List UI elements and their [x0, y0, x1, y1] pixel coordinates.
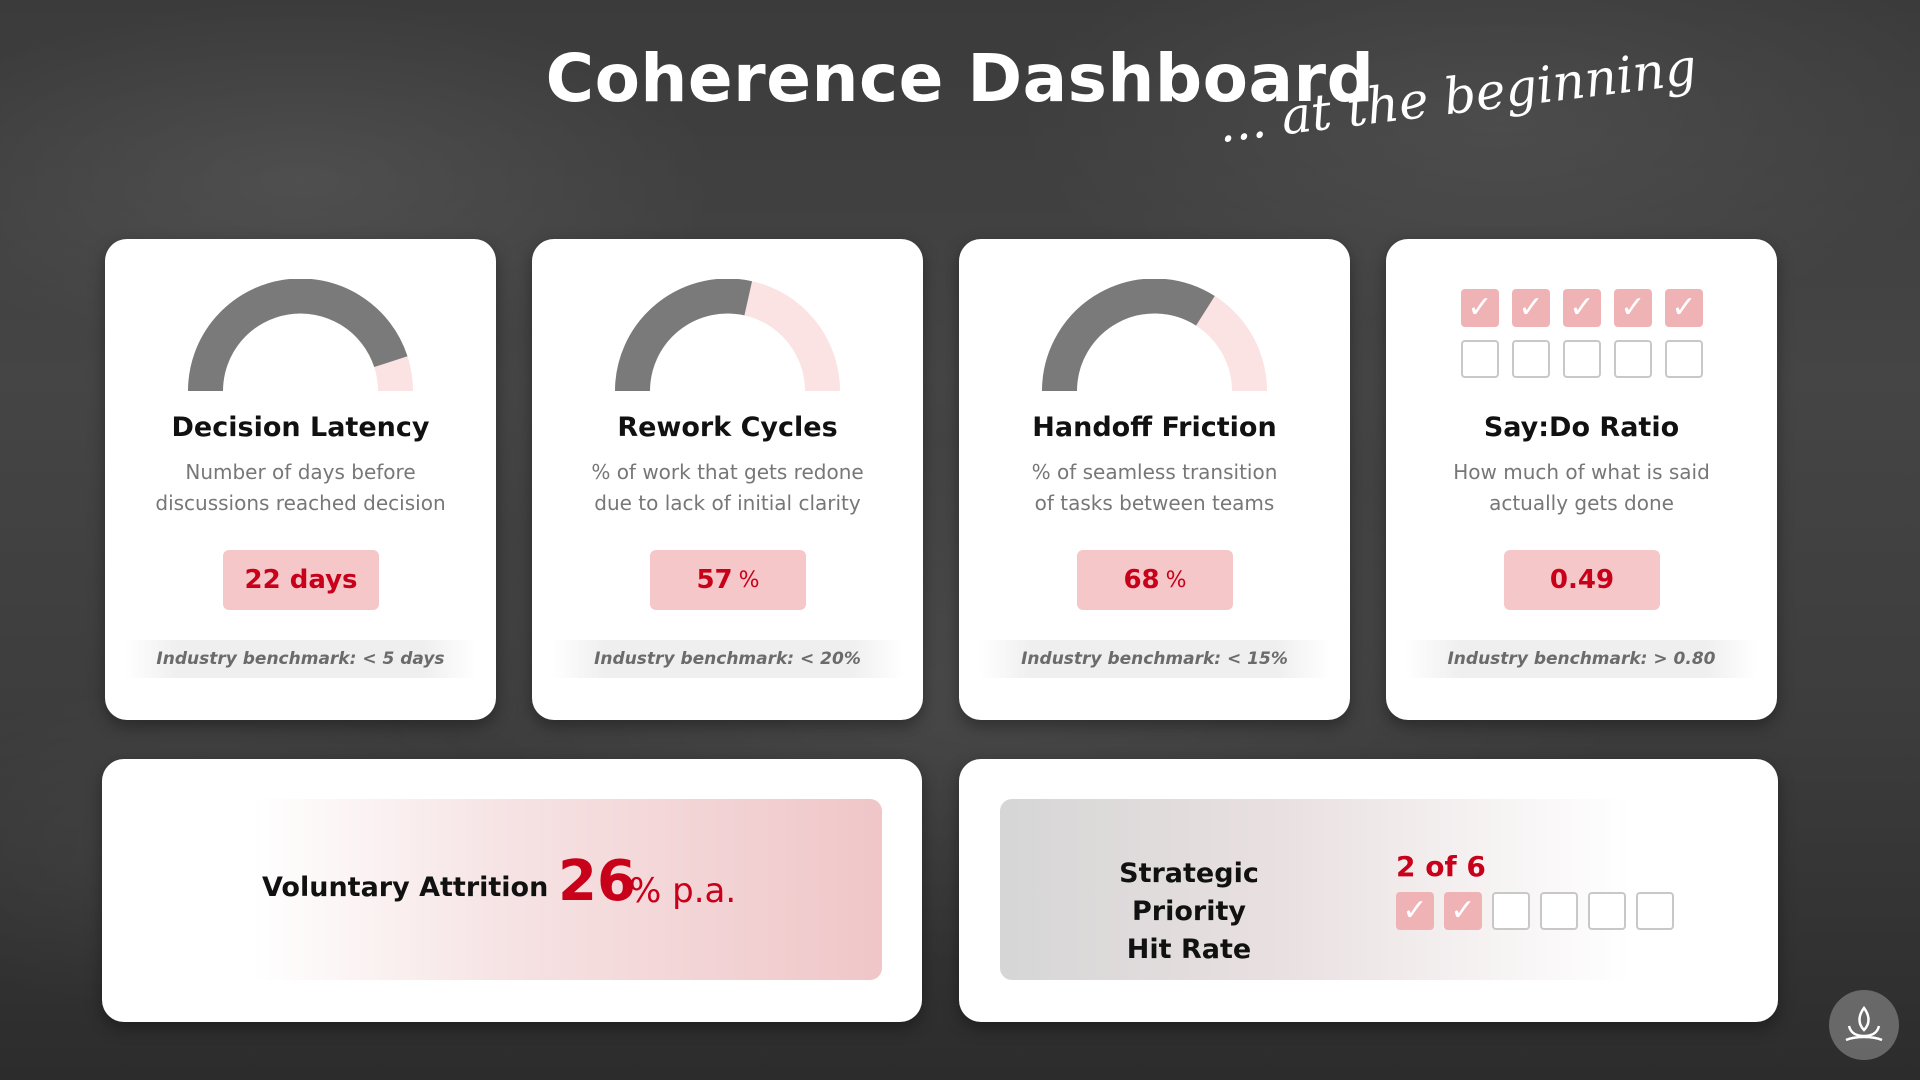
- metric-benchmark: Industry benchmark: < 15%: [979, 640, 1330, 678]
- metric-description-line: discussions reached decision: [155, 491, 446, 515]
- metric-benchmark: Industry benchmark: < 20%: [552, 640, 903, 678]
- checkmark-icon: ✓: [1518, 290, 1544, 325]
- metric-value: 0.49: [1504, 550, 1660, 610]
- metric-description-line: How much of what is said: [1453, 460, 1710, 484]
- metric-value-number: 57: [696, 565, 733, 595]
- metric-title: Decision Latency: [171, 412, 430, 443]
- decision-latency-card: Decision Latency Number of days before d…: [105, 239, 496, 720]
- lotus-logo-icon: [1829, 990, 1899, 1060]
- rework-cycles-card: Rework Cycles % of work that gets redone…: [532, 239, 923, 720]
- checkmark-icon: ✓: [1450, 893, 1476, 928]
- attrition-label: Voluntary Attrition: [262, 872, 549, 903]
- gauge-fill: [615, 279, 753, 392]
- gauge-fill: [1042, 279, 1215, 392]
- metric-value-number: 68: [1123, 565, 1160, 595]
- checkmark-icon: ✓: [1671, 290, 1697, 325]
- checkbox-checked: ✓: [1665, 289, 1703, 327]
- metric-description-line: of tasks between teams: [1034, 491, 1275, 515]
- handoff-friction-gauge: [1042, 279, 1267, 392]
- metric-description: % of seamless transition of tasks betwee…: [979, 457, 1330, 519]
- strategic-count: 2 of 6: [1396, 850, 1486, 883]
- checkmark-icon: ✓: [1620, 290, 1646, 325]
- checkbox-empty: [1665, 340, 1703, 378]
- decision-latency-gauge: [188, 279, 413, 392]
- metric-value: 68 %: [1077, 550, 1233, 610]
- metric-title: Rework Cycles: [617, 412, 838, 443]
- attrition-unit: % p.a.: [629, 871, 737, 911]
- metric-description: How much of what is said actually gets d…: [1406, 457, 1757, 519]
- strategic-label-line: Hit Rate: [1126, 934, 1252, 965]
- checkbox-empty: [1492, 892, 1530, 930]
- handoff-friction-card: Handoff Friction % of seamless transitio…: [959, 239, 1350, 720]
- checkbox-checked: ✓: [1396, 892, 1434, 930]
- checkmark-icon: ✓: [1467, 290, 1493, 325]
- checkbox-empty: [1588, 892, 1626, 930]
- metric-description: Number of days before discussions reache…: [125, 457, 476, 519]
- checkbox-checked: ✓: [1512, 289, 1550, 327]
- metric-value-unit: %: [1165, 567, 1187, 593]
- checkbox-empty: [1512, 340, 1550, 378]
- strategic-checkbox-row: ✓ ✓: [1396, 892, 1674, 930]
- metric-title: Say:Do Ratio: [1483, 412, 1680, 443]
- metric-description-line: % of work that gets redone: [591, 460, 864, 484]
- rework-cycles-gauge: [615, 279, 840, 392]
- strategic-label-line: Strategic Priority: [1119, 858, 1259, 927]
- metric-benchmark: Industry benchmark: < 5 days: [125, 640, 476, 678]
- page-title: Coherence Dashboard: [545, 40, 1375, 117]
- gauge-fill: [188, 279, 408, 392]
- checkbox-checked: ✓: [1614, 289, 1652, 327]
- metric-benchmark: Industry benchmark: > 0.80: [1406, 640, 1757, 678]
- say-do-checkbox-grid: ✓ ✓ ✓ ✓ ✓: [1461, 289, 1703, 378]
- checkbox-empty: [1461, 340, 1499, 378]
- checkbox-empty: [1636, 892, 1674, 930]
- strategic-label: Strategic Priority Hit Rate: [1069, 855, 1309, 969]
- checkbox-empty: [1614, 340, 1652, 378]
- say-do-ratio-card: ✓ ✓ ✓ ✓ ✓ Say:Do Ratio How much of what is s…: [1386, 239, 1777, 720]
- lotus-logo-graphic: [1845, 1005, 1883, 1042]
- metric-value: 22 days: [223, 550, 379, 610]
- checkmark-icon: ✓: [1569, 290, 1595, 325]
- strategic-priority-card: Strategic Priority Hit Rate 2 of 6 ✓ ✓: [959, 759, 1778, 1022]
- metric-description-line: Number of days before: [185, 460, 416, 484]
- metric-description-line: % of seamless transition: [1031, 460, 1278, 484]
- checkbox-empty: [1563, 340, 1601, 378]
- metric-description-line: actually gets done: [1489, 491, 1674, 515]
- checkbox-checked: ✓: [1563, 289, 1601, 327]
- metric-value-number: 22 days: [244, 565, 358, 595]
- checkbox-empty: [1540, 892, 1578, 930]
- checkbox-checked: ✓: [1461, 289, 1499, 327]
- attrition-value: 26: [558, 849, 636, 914]
- attrition-highlight-band: [252, 799, 882, 980]
- checkbox-checked: ✓: [1444, 892, 1482, 930]
- voluntary-attrition-card: Voluntary Attrition 26 % p.a.: [102, 759, 922, 1022]
- metric-value-unit: %: [738, 567, 760, 593]
- strategic-highlight-band: [1000, 799, 1630, 980]
- metric-value-number: 0.49: [1549, 565, 1615, 595]
- checkmark-icon: ✓: [1402, 893, 1428, 928]
- metric-description-line: due to lack of initial clarity: [594, 491, 861, 515]
- metric-value: 57 %: [650, 550, 806, 610]
- metric-description: % of work that gets redone due to lack o…: [552, 457, 903, 519]
- metric-title: Handoff Friction: [1032, 412, 1277, 443]
